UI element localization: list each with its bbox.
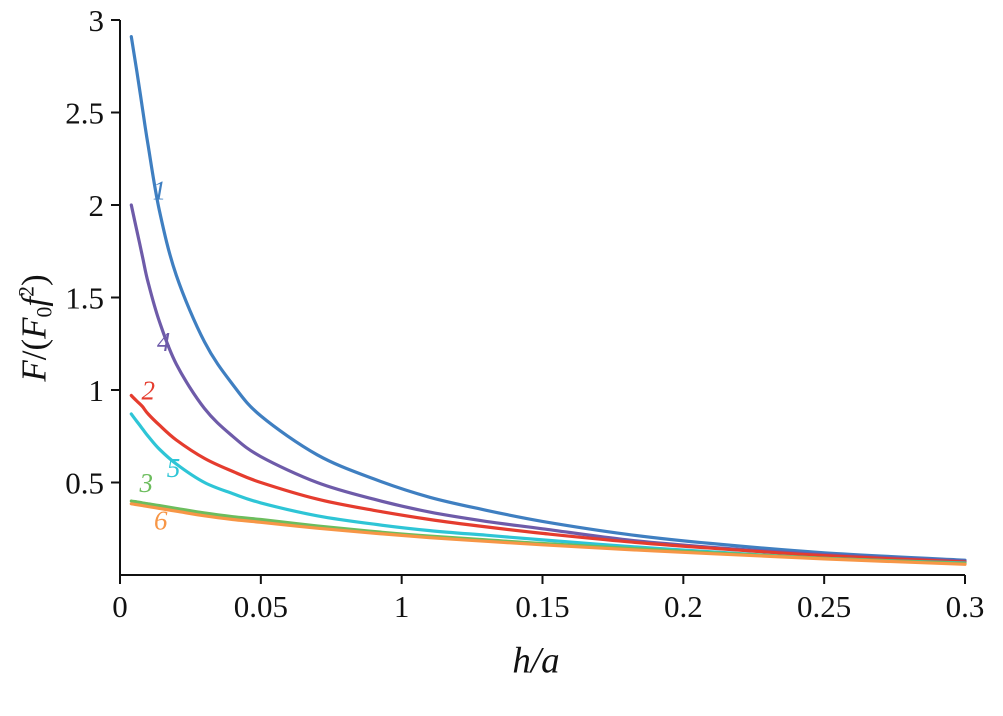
x-tick-label: 0.25 [797, 589, 851, 624]
x-tick-label: 0 [112, 589, 128, 624]
curve-label-2: 2 [141, 375, 155, 405]
curve-label-1: 1 [153, 176, 167, 206]
x-tick-label: 0.15 [515, 589, 569, 624]
curve-label-5: 5 [167, 453, 181, 483]
curve-4 [129, 203, 967, 563]
curve-5 [129, 412, 967, 565]
x-tick-label: 0.05 [234, 589, 288, 624]
axes [119, 20, 965, 576]
y-tick-label: 1.5 [65, 281, 104, 316]
curve-6 [129, 502, 967, 566]
y-tick-label: 1 [89, 373, 105, 408]
ylabel-sup-2: 2 [14, 286, 39, 297]
y-tick-label: 2.5 [65, 96, 104, 131]
y-tick-label: 3 [89, 3, 105, 38]
ylabel-F0: F [14, 317, 54, 339]
curve-label-3: 3 [138, 468, 153, 498]
y-tick-label: 2 [89, 188, 105, 223]
x-tick-label: 0.2 [664, 589, 703, 624]
x-tick-label: 0.3 [946, 589, 985, 624]
curve-label-6: 6 [154, 506, 168, 536]
ylabel-F: F [14, 360, 54, 382]
curve-1 [129, 35, 967, 562]
y-axis-label: F/(F0f2) [14, 274, 57, 381]
ylabel-close: ) [14, 274, 54, 287]
x-axis-label: h/a [512, 640, 560, 682]
x-tick-label: 1 [394, 589, 410, 624]
ylabel-open: /( [14, 338, 54, 361]
curve-2 [129, 393, 967, 564]
y-tick-label: 0.5 [65, 466, 104, 501]
ylabel-sub-0: 0 [32, 306, 57, 318]
curve-label-4: 4 [157, 327, 171, 357]
ylabel-f: f [14, 296, 54, 307]
